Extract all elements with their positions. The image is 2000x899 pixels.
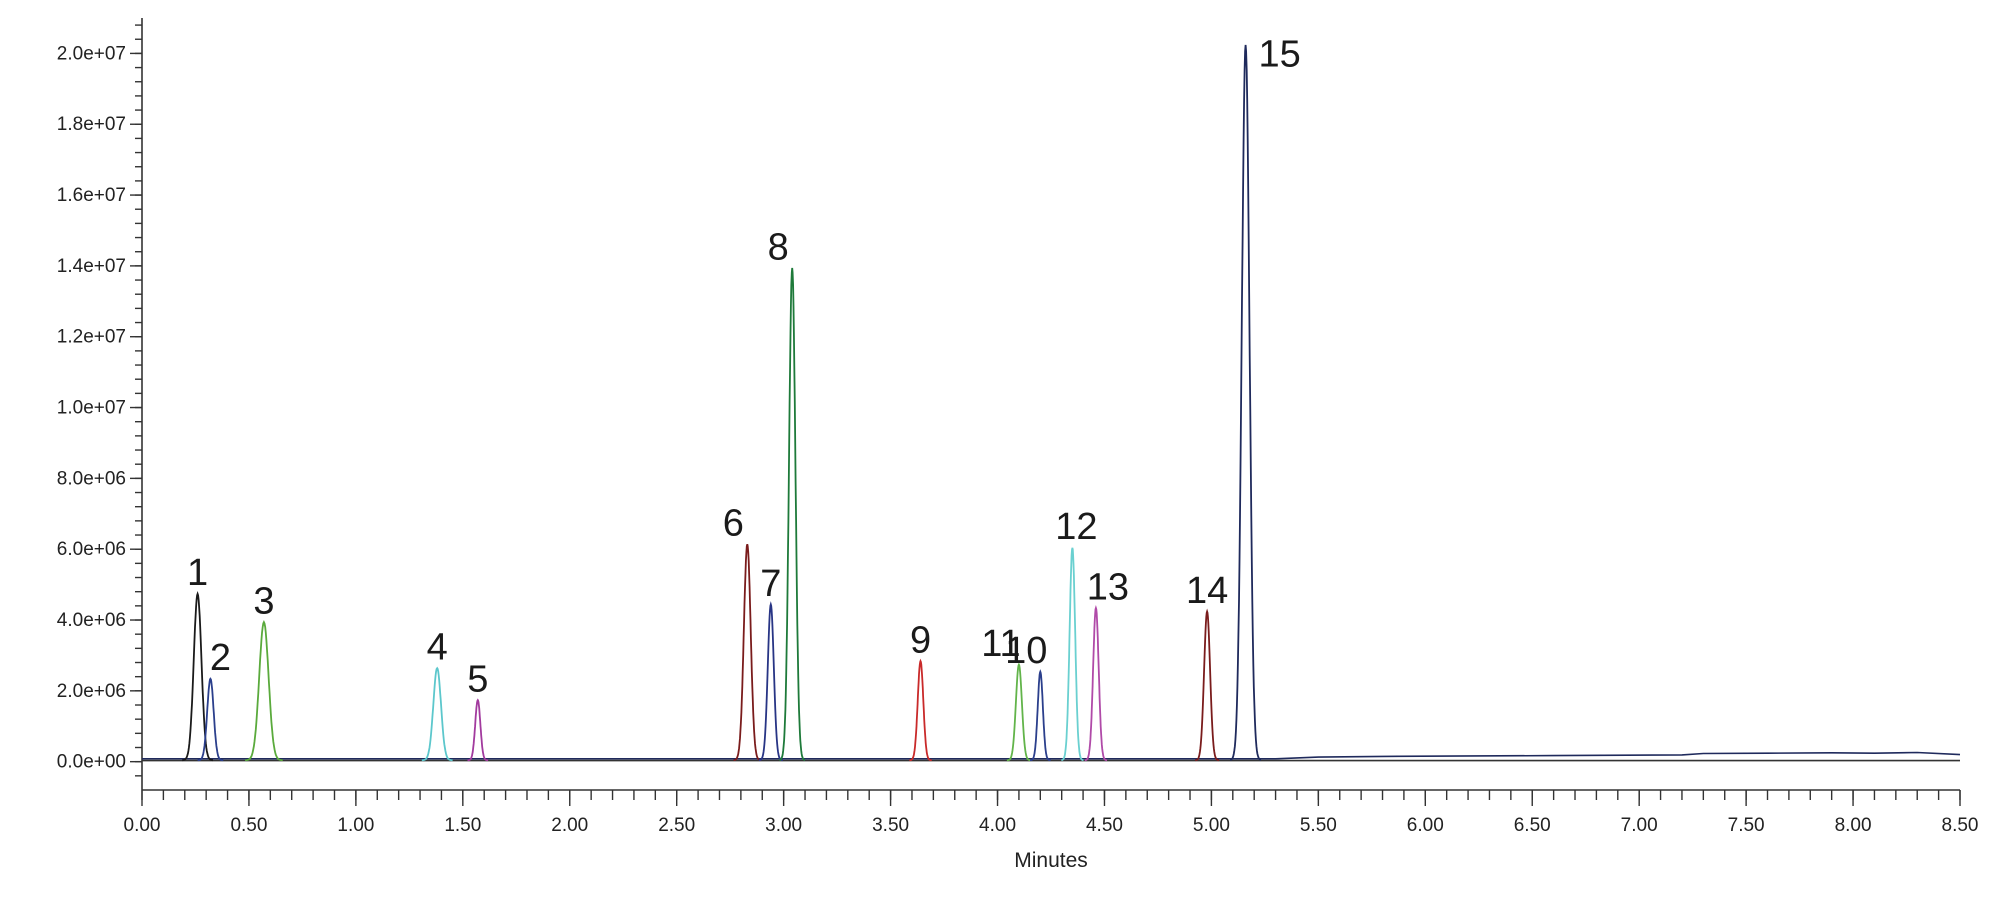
y-tick-label: 1.6e+07 bbox=[57, 185, 126, 206]
peak-trace-13 bbox=[1084, 604, 1107, 762]
x-tick-label: 3.00 bbox=[765, 815, 802, 836]
peak-label-10: 10 bbox=[1005, 630, 1047, 672]
y-tick-label: 2.0e+06 bbox=[57, 681, 126, 702]
peak-label-5: 5 bbox=[467, 658, 488, 700]
peak-traces bbox=[182, 44, 1262, 762]
x-tick-label: 8.00 bbox=[1835, 815, 1872, 836]
peak-label-3: 3 bbox=[253, 581, 274, 623]
peak-label-9: 9 bbox=[910, 620, 931, 662]
x-tick-label: 5.50 bbox=[1300, 815, 1337, 836]
peak-trace-14 bbox=[1195, 608, 1220, 762]
peak-label-15: 15 bbox=[1258, 33, 1300, 75]
x-tick-label: 6.50 bbox=[1514, 815, 1551, 836]
x-tick-label: 3.50 bbox=[872, 815, 909, 836]
peak-trace-2 bbox=[197, 677, 224, 762]
peak-label-14: 14 bbox=[1186, 570, 1228, 612]
x-tick-label: 0.50 bbox=[230, 815, 267, 836]
peak-trace-5 bbox=[467, 698, 489, 762]
x-tick-label: 7.00 bbox=[1621, 815, 1658, 836]
x-tick-label: 1.50 bbox=[444, 815, 481, 836]
peak-trace-15 bbox=[1229, 44, 1262, 761]
peak-label-12: 12 bbox=[1055, 506, 1097, 548]
x-tick-label: 2.00 bbox=[551, 815, 588, 836]
y-tick-label: 6.0e+06 bbox=[57, 539, 126, 560]
y-tick-label: 0.0e+00 bbox=[57, 752, 126, 773]
y-tick-label: 1.0e+07 bbox=[57, 398, 126, 419]
peak-trace-12 bbox=[1061, 547, 1084, 762]
x-axis-title: Minutes bbox=[1014, 849, 1088, 872]
x-tick-label: 8.50 bbox=[1942, 815, 1979, 836]
peak-trace-10 bbox=[1030, 669, 1051, 762]
peak-trace-1 bbox=[182, 590, 213, 762]
y-tick-label: 1.4e+07 bbox=[57, 256, 126, 277]
peak-trace-6 bbox=[733, 543, 762, 762]
x-tick-label: 7.50 bbox=[1728, 815, 1765, 836]
y-tick-label: 1.8e+07 bbox=[57, 114, 126, 135]
peak-label-11: 11 bbox=[981, 623, 1020, 665]
y-axis-ticks: 0.0e+00 2.0e+06 4.0e+06 6.0e+06 8.0e+06 1.0e+… bbox=[57, 24, 142, 777]
peak-label-6: 6 bbox=[723, 503, 744, 545]
peak-trace-4 bbox=[421, 666, 453, 762]
peak-label-8: 8 bbox=[768, 226, 789, 268]
y-tick-label: 4.0e+06 bbox=[57, 610, 126, 631]
x-tick-label: 5.00 bbox=[1193, 815, 1230, 836]
baseline-traces bbox=[142, 751, 1961, 762]
x-tick-label: 4.50 bbox=[1086, 815, 1123, 836]
y-tick-label: 8.0e+06 bbox=[57, 468, 126, 489]
peak-trace-3 bbox=[245, 619, 283, 762]
x-tick-label: 2.50 bbox=[658, 815, 695, 836]
axes bbox=[141, 18, 1960, 791]
peak-trace-8 bbox=[779, 267, 806, 761]
peak-label-13: 13 bbox=[1087, 566, 1129, 608]
peak-label-1: 1 bbox=[187, 552, 208, 594]
peak-trace-9 bbox=[909, 658, 932, 762]
y-tick-label: 2.0e+07 bbox=[57, 43, 126, 64]
peak-label-7: 7 bbox=[760, 563, 781, 605]
baseline-trace bbox=[142, 751, 1961, 760]
y-tick-label: 1.2e+07 bbox=[57, 327, 126, 348]
x-tick-label: 4.00 bbox=[979, 815, 1016, 836]
peak-label-2: 2 bbox=[210, 637, 231, 679]
x-tick-label: 1.00 bbox=[337, 815, 374, 836]
peak-trace-11 bbox=[1006, 662, 1031, 762]
peak-trace-7 bbox=[758, 601, 783, 762]
peak-label-4: 4 bbox=[427, 627, 448, 669]
x-axis-ticks: 0.00 0.50 1.00 1.50 2.00 2.50 3.00 3.50 4.00 4.50… bbox=[124, 790, 1979, 836]
x-tick-label: 0.00 bbox=[124, 815, 161, 836]
x-tick-label: 6.00 bbox=[1407, 815, 1444, 836]
